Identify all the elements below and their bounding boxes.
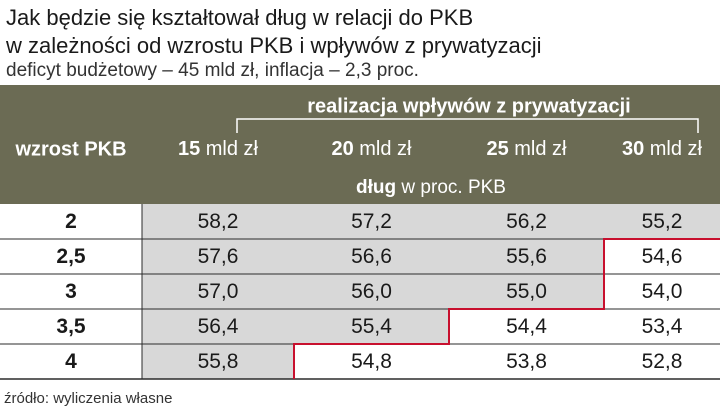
cell-bg-r4-c1 <box>294 344 449 379</box>
column-header-25: 25 mld zł <box>486 138 567 160</box>
cell-bg-r1-c0 <box>142 239 294 274</box>
cell-bg-r4-c0 <box>142 344 294 379</box>
cell-bg-r0-c3 <box>604 204 720 239</box>
cell-bg-r0-c2 <box>449 204 604 239</box>
cell-bg-r0-c1 <box>294 204 449 239</box>
cell-bg-r4-c2 <box>449 344 604 379</box>
cell-bg-r3-c1 <box>294 309 449 344</box>
row-label-2: 2 <box>65 210 77 233</box>
cell-value-r0-c0: 58,2 <box>198 210 239 233</box>
cell-value-r3-c2: 54,4 <box>506 315 547 338</box>
chart-title-line-1: Jak będzie się kształtował dług w relacj… <box>6 5 474 30</box>
cell-value-r1-c2: 55,6 <box>506 245 547 268</box>
cell-bg-r0-c0 <box>142 204 294 239</box>
cell-bg-r1-c1 <box>294 239 449 274</box>
debt-table: realizacja wpływów z prywatyzacji wzrost … <box>0 85 720 380</box>
cell-value-r2-c3: 54,0 <box>642 280 683 303</box>
cell-value-r1-c0: 57,6 <box>198 245 239 268</box>
source-note: źródło: wyliczenia własne <box>4 390 173 407</box>
cell-bg-r4-c3 <box>604 344 720 379</box>
cell-bg-r2-c3 <box>604 274 720 309</box>
column-header-20: 20 mld zł <box>331 138 412 160</box>
cell-value-r2-c2: 55,0 <box>506 280 547 303</box>
column-header-30: 30 mld zł <box>622 138 703 160</box>
value-caption: dług w proc. PKB <box>356 177 506 198</box>
cell-value-r4-c0: 55,8 <box>198 350 239 373</box>
cell-value-r3-c1: 55,4 <box>351 315 392 338</box>
row-label-3: 3 <box>65 280 77 303</box>
cell-bg-r3-c3 <box>604 309 720 344</box>
row-label-2,5: 2,5 <box>56 245 86 268</box>
cell-value-r2-c0: 57,0 <box>198 280 239 303</box>
cell-value-r4-c2: 53,8 <box>506 350 547 373</box>
cell-bg-r2-c1 <box>294 274 449 309</box>
table-header-bg <box>0 85 720 204</box>
chart-title-line-2: w zależności od wzrostu PKB i wpływów z … <box>6 33 542 58</box>
cell-bg-r1-c2 <box>449 239 604 274</box>
chart-subtitle: deficyt budżetowy – 45 mld zł, inflacja … <box>6 60 419 81</box>
cell-value-r4-c1: 54,8 <box>351 350 392 373</box>
cell-bg-r1-c3 <box>604 239 720 274</box>
row-label-4: 4 <box>65 350 77 373</box>
cell-bg-r2-c2 <box>449 274 604 309</box>
column-group-header: realizacja wpływów z prywatyzacji <box>307 95 630 117</box>
cell-value-r1-c1: 56,6 <box>351 245 392 268</box>
column-header-15: 15 mld zł <box>178 138 259 160</box>
row-label-3,5: 3,5 <box>56 315 86 338</box>
cell-bg-r3-c2 <box>449 309 604 344</box>
cell-value-r0-c1: 57,2 <box>351 210 392 233</box>
cell-bg-r3-c0 <box>142 309 294 344</box>
group-header-bracket <box>236 118 699 133</box>
row-header-label: wzrost PKB <box>14 138 126 160</box>
cell-value-r0-c2: 56,2 <box>506 210 547 233</box>
cell-value-r4-c3: 52,8 <box>642 350 683 373</box>
cell-value-r0-c3: 55,2 <box>642 210 683 233</box>
cell-bg-r2-c0 <box>142 274 294 309</box>
cell-value-r1-c3: 54,6 <box>642 245 683 268</box>
cell-value-r3-c0: 56,4 <box>198 315 239 338</box>
cell-value-r2-c1: 56,0 <box>351 280 392 303</box>
threshold-step-line <box>293 238 720 379</box>
cell-value-r3-c3: 53,4 <box>642 315 683 338</box>
